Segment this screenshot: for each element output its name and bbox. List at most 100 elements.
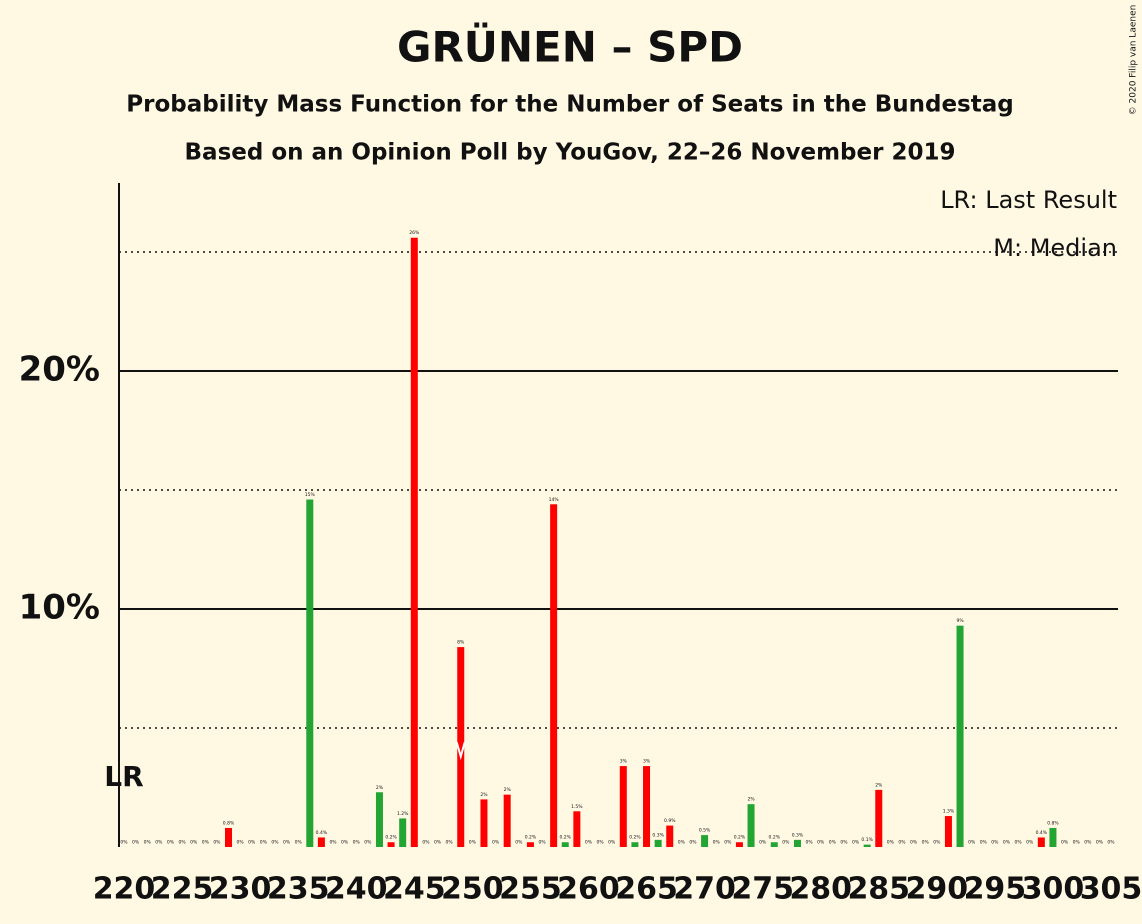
x-tick-label: 275 xyxy=(731,872,794,907)
value-label: 0% xyxy=(910,840,918,846)
value-label: 0% xyxy=(295,840,303,846)
value-label: 0% xyxy=(283,840,291,846)
bar xyxy=(317,837,325,847)
value-label: 0% xyxy=(759,840,767,846)
x-tick-label: 285 xyxy=(847,872,910,907)
value-label: 0% xyxy=(689,840,697,846)
value-label: 0% xyxy=(840,840,848,846)
bar xyxy=(770,842,778,847)
bar xyxy=(573,811,581,847)
value-label: 0% xyxy=(922,840,930,846)
x-tick-label: 305 xyxy=(1080,872,1142,907)
bar xyxy=(550,504,558,847)
value-label: 2% xyxy=(376,785,384,791)
bar xyxy=(875,789,883,847)
value-label: 0% xyxy=(260,840,268,846)
value-label: 1.3% xyxy=(943,809,955,815)
value-label: 0.2% xyxy=(734,835,746,841)
x-tick-label: 225 xyxy=(151,872,214,907)
value-label: 0% xyxy=(364,840,372,846)
bar xyxy=(526,842,534,847)
x-tick-label: 245 xyxy=(383,872,446,907)
legend-entry: LR: Last Result xyxy=(940,186,1117,214)
value-label: 0% xyxy=(120,840,128,846)
value-label: 0% xyxy=(132,840,140,846)
x-tick-label: 270 xyxy=(673,872,736,907)
value-label: 0% xyxy=(178,840,186,846)
bar xyxy=(399,818,407,847)
value-label: 0% xyxy=(852,840,860,846)
value-label: 0% xyxy=(968,840,976,846)
bar xyxy=(503,794,511,847)
value-label: 0% xyxy=(341,840,349,846)
value-label: 0% xyxy=(492,840,500,846)
value-label: 15% xyxy=(305,492,316,498)
value-label: 0.9% xyxy=(664,818,676,824)
value-label: 0.2% xyxy=(385,835,397,841)
value-label: 0% xyxy=(213,840,221,846)
value-label: 0.4% xyxy=(316,830,328,836)
value-label: 0% xyxy=(829,840,837,846)
bar xyxy=(944,816,952,847)
median-marker xyxy=(455,742,466,761)
value-label: 0% xyxy=(980,840,988,846)
value-label: 0.8% xyxy=(223,820,235,826)
bar xyxy=(561,842,569,847)
x-tick-label: 255 xyxy=(499,872,562,907)
x-tick-label: 235 xyxy=(267,872,330,907)
bar xyxy=(863,844,871,847)
value-label: 0% xyxy=(144,840,152,846)
value-label: 0% xyxy=(155,840,163,846)
bar xyxy=(1037,837,1045,847)
x-tick-label: 300 xyxy=(1022,872,1085,907)
x-tick-label: 260 xyxy=(557,872,620,907)
chart-subtitle: Probability Mass Function for the Number… xyxy=(126,92,1013,118)
x-tick-label: 230 xyxy=(209,872,272,907)
value-label: 0% xyxy=(806,840,814,846)
value-label: 0% xyxy=(1003,840,1011,846)
value-label: 0% xyxy=(248,840,256,846)
value-label: 0% xyxy=(190,840,198,846)
bar xyxy=(735,842,743,847)
value-label: 0.8% xyxy=(1047,820,1059,826)
bar xyxy=(643,766,651,847)
bar xyxy=(480,799,488,847)
bar xyxy=(1049,827,1057,847)
value-label: 1.5% xyxy=(571,804,583,810)
legend-entry: M: Median xyxy=(993,234,1117,262)
value-label: 0.2% xyxy=(769,835,781,841)
value-label: 0% xyxy=(585,840,593,846)
value-label: 0.2% xyxy=(560,835,572,841)
bar xyxy=(666,825,674,847)
bar xyxy=(410,237,418,848)
copyright: © 2020 Filip van Laenen xyxy=(1129,5,1139,116)
bar xyxy=(225,827,233,847)
y-tick-label: 20% xyxy=(19,350,100,390)
x-tick-label: 290 xyxy=(906,872,969,907)
value-label: 0.2% xyxy=(525,835,537,841)
bar xyxy=(375,792,383,847)
value-label: 0% xyxy=(608,840,616,846)
value-label: 0% xyxy=(678,840,686,846)
value-label: 0.3% xyxy=(652,832,664,838)
value-label: 1.2% xyxy=(397,811,409,817)
value-label: 0% xyxy=(422,840,430,846)
value-label: 0% xyxy=(1107,840,1115,846)
value-label: 0.4% xyxy=(1036,830,1048,836)
value-label: 0.1% xyxy=(861,837,873,843)
bar xyxy=(793,839,801,847)
value-label: 0% xyxy=(329,840,337,846)
value-label: 2% xyxy=(747,797,755,803)
value-label: 0% xyxy=(202,840,210,846)
value-label: 0% xyxy=(515,840,523,846)
value-label: 0% xyxy=(1026,840,1034,846)
bar xyxy=(701,835,709,847)
value-label: 0% xyxy=(538,840,546,846)
value-label: 0% xyxy=(469,840,477,846)
value-label: 0% xyxy=(353,840,361,846)
value-label: 3% xyxy=(620,759,628,765)
x-tick-label: 280 xyxy=(789,872,852,907)
